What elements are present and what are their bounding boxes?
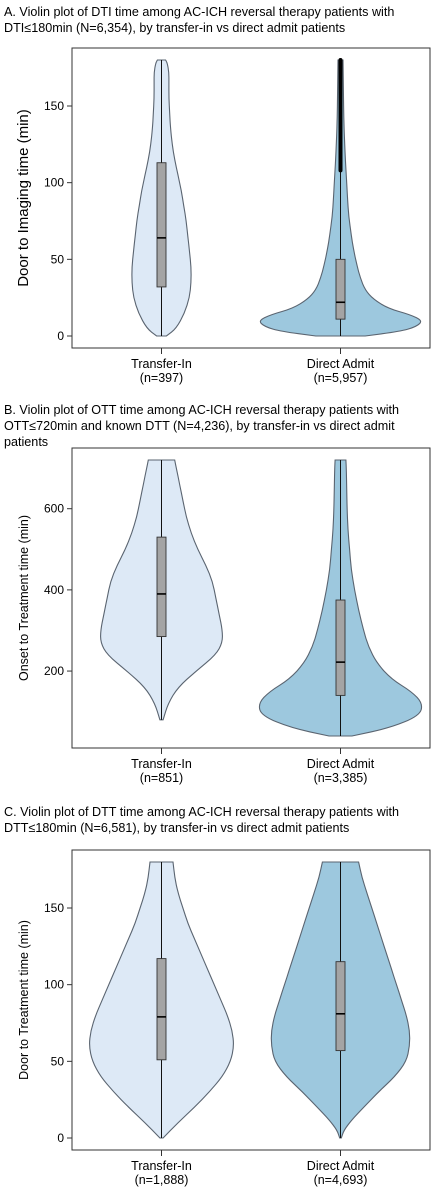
y-tick-label: 50 xyxy=(51,1054,65,1068)
panel-b: B. Violin plot of OTT time among AC-ICH … xyxy=(0,398,440,800)
x-category-n: (n=3,385) xyxy=(314,771,368,785)
iqr-box xyxy=(156,162,167,288)
x-category-label: Transfer-In xyxy=(131,357,192,371)
violin-chart-b: 200 400 600 Onset to Treatment time (min) Tr… xyxy=(17,447,431,785)
y-tick-label: 100 xyxy=(44,176,64,190)
chart-title: A. Violin plot of DTI time among AC-ICH … xyxy=(4,5,395,35)
x-category-label: Transfer-In xyxy=(131,757,192,771)
x-category-label: Direct Admit xyxy=(307,757,375,771)
x-category-n: (n=851) xyxy=(140,771,183,785)
panel-a: A. Violin plot of DTI time among AC-ICH … xyxy=(0,0,440,398)
chart-title: B. Violin plot of OTT time among AC-ICH … xyxy=(4,403,400,449)
x-category-n: (n=1,888) xyxy=(135,1173,189,1187)
violin-transfer-in xyxy=(131,59,192,337)
chart-title: C. Violin plot of DTT time among AC-ICH … xyxy=(4,805,399,835)
violin-direct-admit xyxy=(258,459,423,737)
y-axis-label: Onset to Treatment time (min) xyxy=(17,515,31,681)
y-axis: 200 400 600 xyxy=(44,502,72,678)
iqr-box xyxy=(156,536,167,638)
x-category-n: (n=5,957) xyxy=(314,371,368,385)
iqr-box xyxy=(156,958,167,1061)
x-category-n: (n=4,693) xyxy=(314,1173,368,1187)
x-category-label: Direct Admit xyxy=(307,357,375,371)
y-tick-label: 200 xyxy=(44,664,64,678)
iqr-box xyxy=(335,258,346,320)
panel-c: C. Violin plot of DTT time among AC-ICH … xyxy=(0,800,440,1200)
y-tick-label: 600 xyxy=(44,502,64,516)
plot-frame xyxy=(71,849,431,1151)
x-category-n: (n=397) xyxy=(140,371,183,385)
y-axis: 0 50 100 150 xyxy=(44,99,72,343)
violin-direct-admit xyxy=(270,861,411,1139)
x-category-label: Transfer-In xyxy=(131,1159,192,1173)
y-axis-label: Door to Imaging time (min) xyxy=(15,109,32,287)
y-tick-label: 150 xyxy=(44,99,64,113)
violin-chart-c: 0 50 100 150 Door to Treatment time (min) Tra… xyxy=(17,849,431,1187)
y-tick-label: 400 xyxy=(44,583,64,597)
y-tick-label: 50 xyxy=(51,252,65,266)
violin-chart-a: 0 50 100 150 Door to Imaging time (min) Trans… xyxy=(15,47,431,385)
plot-frame xyxy=(71,447,431,749)
y-tick-label: 0 xyxy=(57,1131,64,1145)
plot-frame xyxy=(71,47,431,349)
y-axis-label: Door to Treatment time (min) xyxy=(17,920,31,1080)
violin-transfer-in xyxy=(100,459,223,721)
x-category-label: Direct Admit xyxy=(307,1159,375,1173)
violin-direct-admit xyxy=(259,58,422,337)
y-tick-label: 0 xyxy=(57,329,64,343)
y-axis: 0 50 100 150 xyxy=(44,901,72,1145)
y-tick-label: 100 xyxy=(44,978,64,992)
violin-transfer-in xyxy=(89,861,234,1139)
iqr-box xyxy=(335,961,346,1052)
iqr-box xyxy=(335,599,346,696)
y-tick-label: 150 xyxy=(44,901,64,915)
